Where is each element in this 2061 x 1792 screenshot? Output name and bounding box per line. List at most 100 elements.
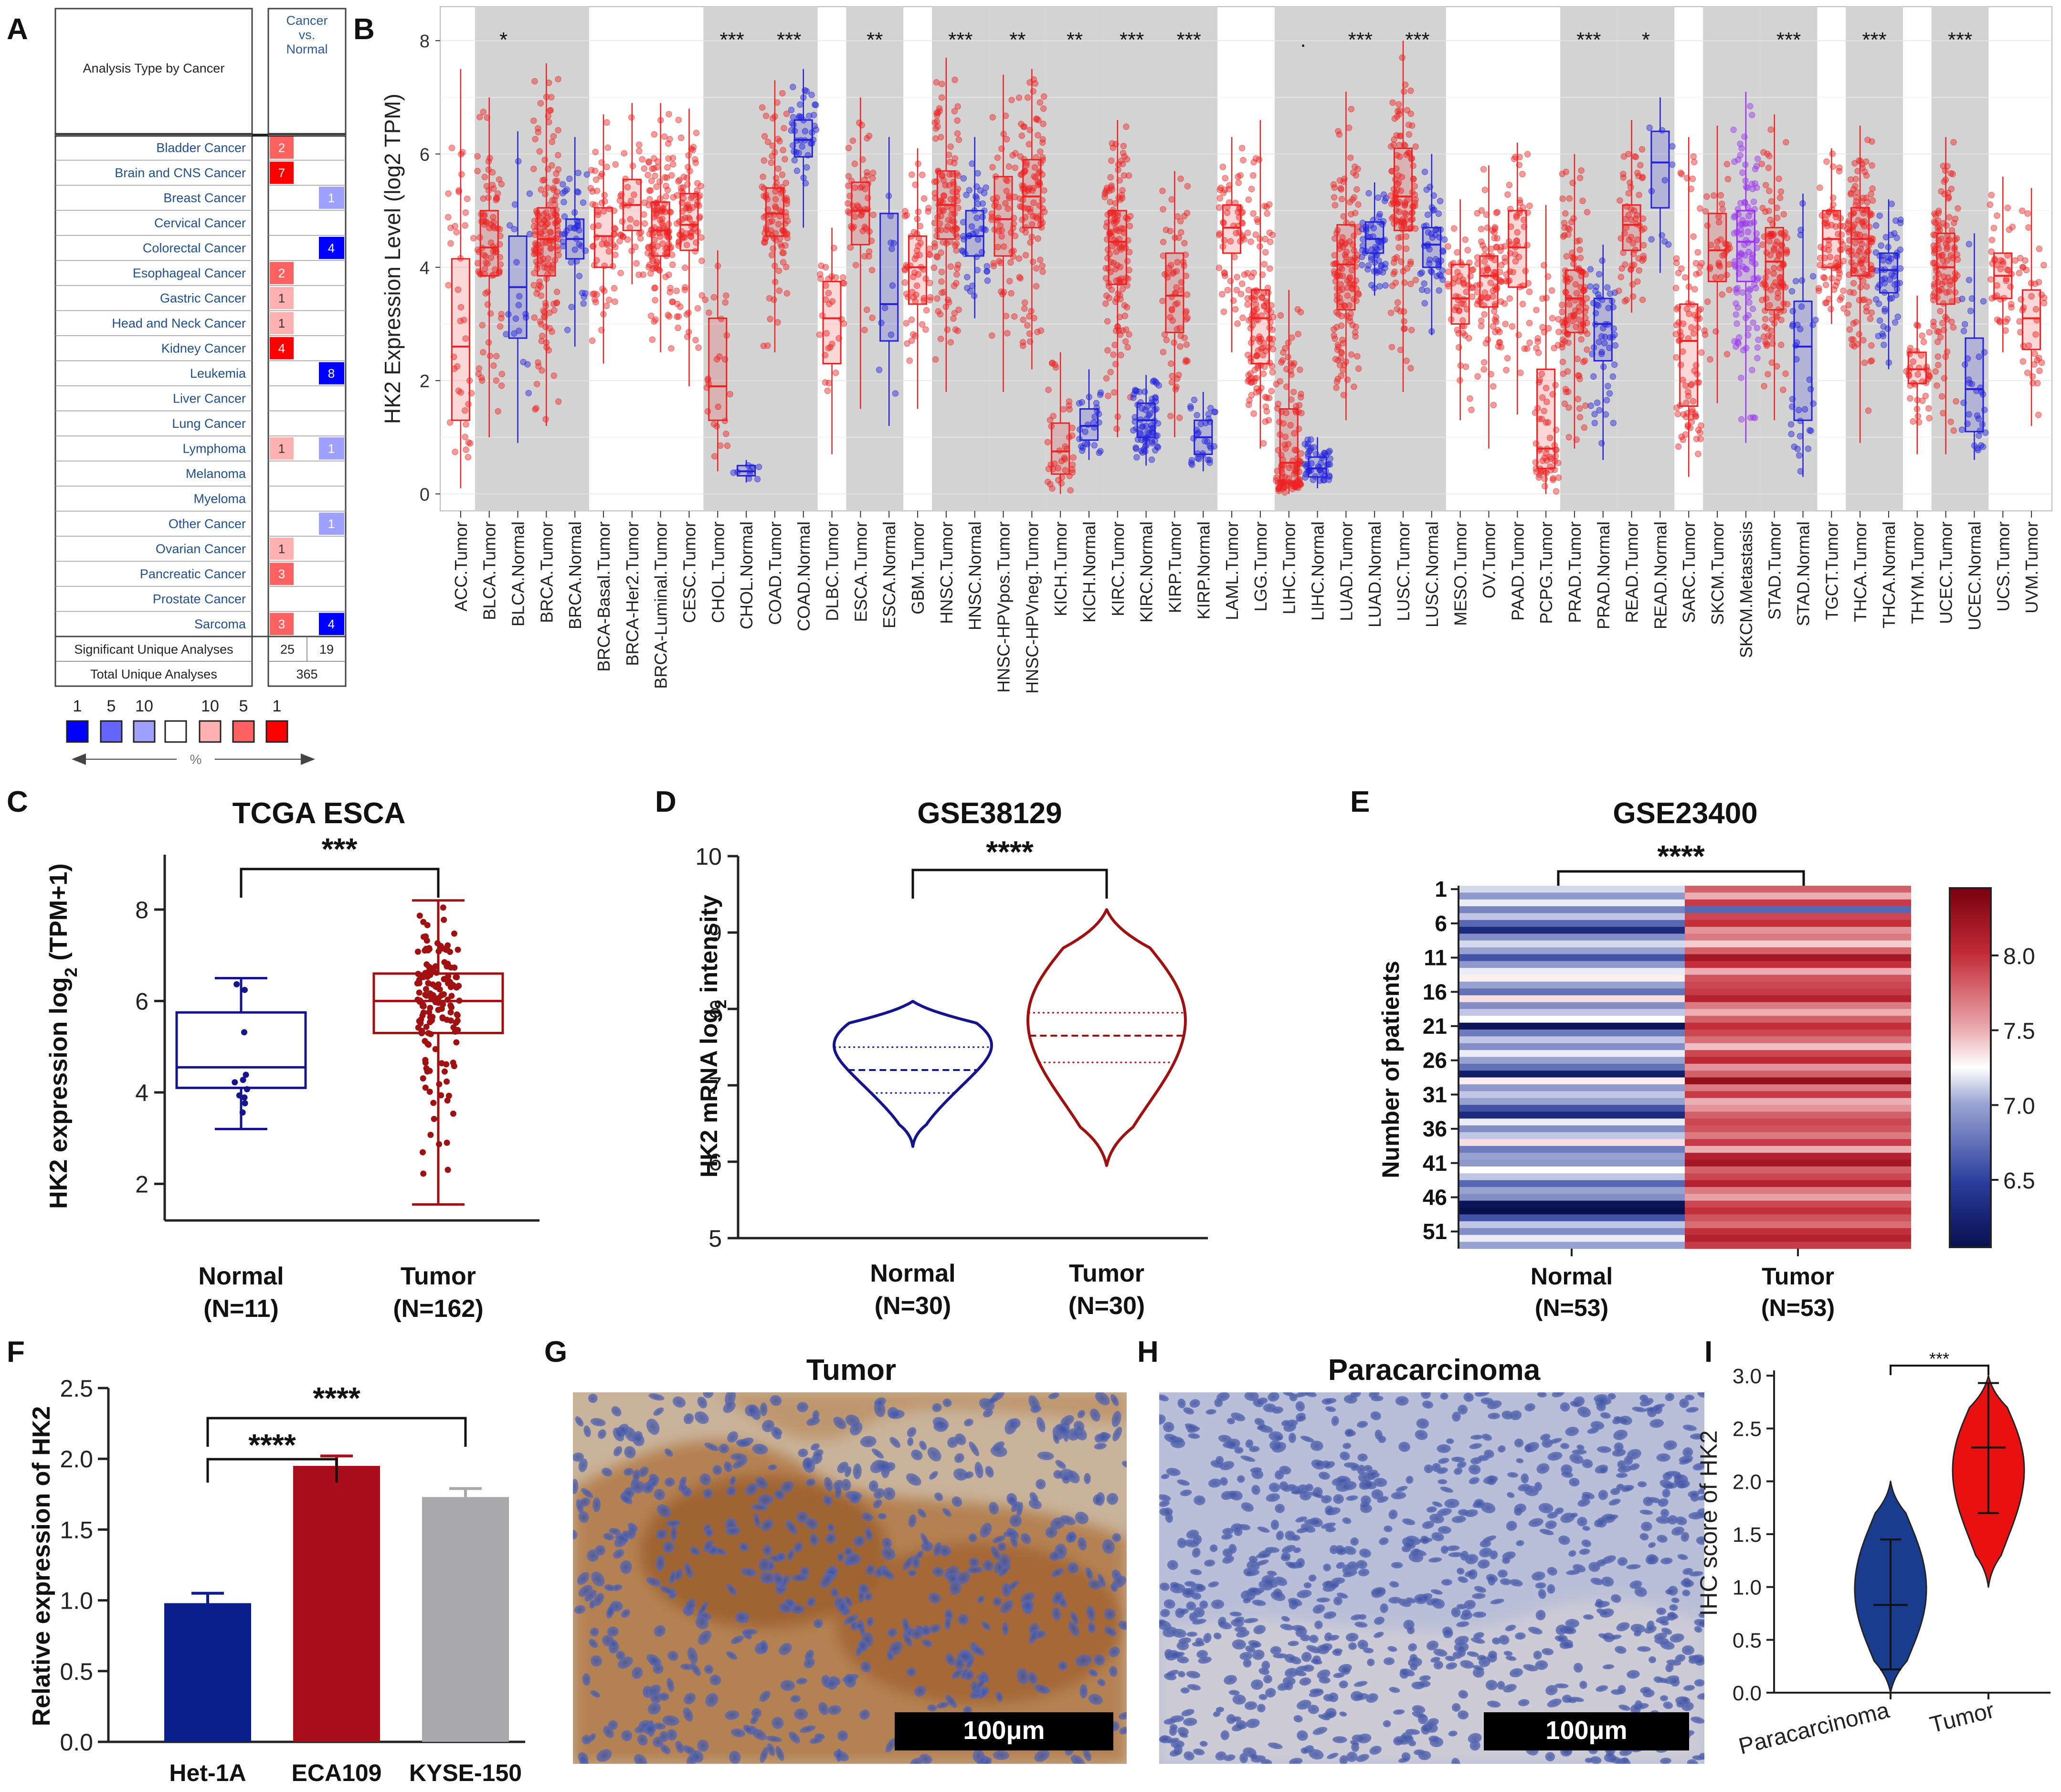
- data-point: [1123, 326, 1130, 333]
- data-point: [445, 282, 452, 288]
- heatmap-cell-normal: [1459, 1194, 1685, 1201]
- data-point: [675, 313, 682, 320]
- data-point: [601, 191, 608, 199]
- data-point: [444, 946, 451, 953]
- x-count-label: (N=53): [1535, 1294, 1608, 1321]
- data-point: [1503, 367, 1510, 373]
- data-point: [484, 219, 490, 226]
- data-point: [1850, 336, 1857, 343]
- heatmap-cell-normal: [1459, 988, 1685, 996]
- data-point: [476, 114, 483, 121]
- data-point: [692, 337, 699, 343]
- overexpression-count: 7: [278, 166, 285, 180]
- data-point: [1359, 243, 1366, 249]
- x-tick-label: KIRC.Normal: [1137, 521, 1156, 623]
- data-point: [1401, 308, 1407, 315]
- data-point: [1039, 263, 1046, 269]
- data-point: [617, 270, 624, 276]
- panel-letter-e: E: [1350, 785, 1370, 818]
- data-point: [1962, 321, 1968, 328]
- data-point: [822, 379, 829, 386]
- data-point: [1181, 240, 1188, 246]
- data-point: [1745, 293, 1752, 300]
- heatmap-cell-normal: [1459, 968, 1685, 976]
- data-point: [1612, 342, 1619, 349]
- heatmap-cell-tumor: [1685, 1043, 1911, 1050]
- y-tick-label: 11: [1424, 945, 1447, 970]
- data-point: [1034, 329, 1041, 335]
- data-point: [635, 271, 642, 278]
- heatmap-cell-normal: [1459, 1091, 1685, 1099]
- data-point: [698, 234, 705, 241]
- data-point: [454, 974, 460, 980]
- heatmap-cell-tumor: [1685, 968, 1911, 976]
- data-point: [1297, 366, 1303, 373]
- significance-mark: ****: [313, 1381, 360, 1415]
- cancer-vs-normal-line3: Normal: [286, 42, 328, 56]
- underexpression-cell: [319, 237, 344, 259]
- data-point: [1421, 169, 1428, 175]
- data-point: [1178, 229, 1184, 236]
- data-point: [1004, 136, 1010, 143]
- data-point: [1354, 353, 1361, 360]
- data-point: [1409, 122, 1416, 129]
- data-point: [1011, 313, 1018, 320]
- heatmap-cell-tumor: [1685, 1002, 1911, 1009]
- data-point: [593, 176, 600, 183]
- data-point: [1892, 319, 1899, 326]
- data-point: [1160, 349, 1167, 355]
- heatmap-cell-tumor: [1685, 988, 1911, 996]
- box: [1965, 337, 1984, 433]
- data-point: [824, 387, 831, 394]
- data-point: [1044, 439, 1051, 445]
- data-point: [903, 320, 910, 327]
- total-analyses-label: Total Unique Analyses: [90, 667, 217, 681]
- data-point: [1227, 277, 1234, 285]
- data-point: [1215, 265, 1223, 271]
- legend-unit: %: [190, 752, 202, 767]
- data-point: [1934, 353, 1942, 360]
- data-point: [457, 304, 465, 311]
- data-point: [1250, 269, 1257, 276]
- data-point: [2017, 254, 2024, 262]
- data-point: [1689, 175, 1696, 182]
- data-point: [550, 372, 558, 379]
- data-point: [1212, 409, 1219, 415]
- data-point: [779, 90, 786, 97]
- panel-letter-i: I: [1704, 1336, 1712, 1368]
- data-point: [1695, 426, 1702, 434]
- data-point: [1582, 402, 1589, 409]
- data-point: [576, 273, 583, 279]
- data-point: [2035, 412, 2042, 418]
- data-point: [1188, 460, 1195, 467]
- data-point: [239, 1109, 246, 1116]
- data-point: [1501, 300, 1508, 307]
- data-point: [554, 288, 560, 295]
- x-tick-label: STAD.Normal: [1794, 521, 1813, 626]
- significance-bracket: [206, 1417, 467, 1447]
- data-point: [754, 476, 761, 483]
- significance-mark: ***: [1177, 28, 1201, 52]
- heatmap-cell-tumor: [1685, 947, 1911, 954]
- data-point: [536, 148, 543, 155]
- data-point: [426, 946, 433, 953]
- data-point: [1269, 369, 1276, 376]
- data-point: [1194, 412, 1200, 419]
- y-tick-label: 31: [1423, 1082, 1447, 1107]
- x-tick-label: KICH.Normal: [1079, 521, 1099, 623]
- data-point: [441, 1068, 448, 1075]
- data-point: [866, 253, 872, 260]
- x-tick-label: ESCA.Tumor: [851, 521, 870, 622]
- heatmap-cell-normal: [1459, 1125, 1685, 1133]
- data-point: [1563, 253, 1570, 260]
- data-point: [1244, 301, 1251, 308]
- data-point: [447, 240, 454, 247]
- cancer-type-label: Esophageal Cancer: [133, 266, 246, 280]
- box: [1365, 221, 1385, 254]
- data-point: [675, 324, 681, 331]
- data-point: [756, 464, 762, 470]
- data-point: [1224, 286, 1231, 294]
- data-point: [538, 338, 545, 344]
- data-point: [1480, 366, 1488, 373]
- overexpression-count: 1: [278, 316, 285, 330]
